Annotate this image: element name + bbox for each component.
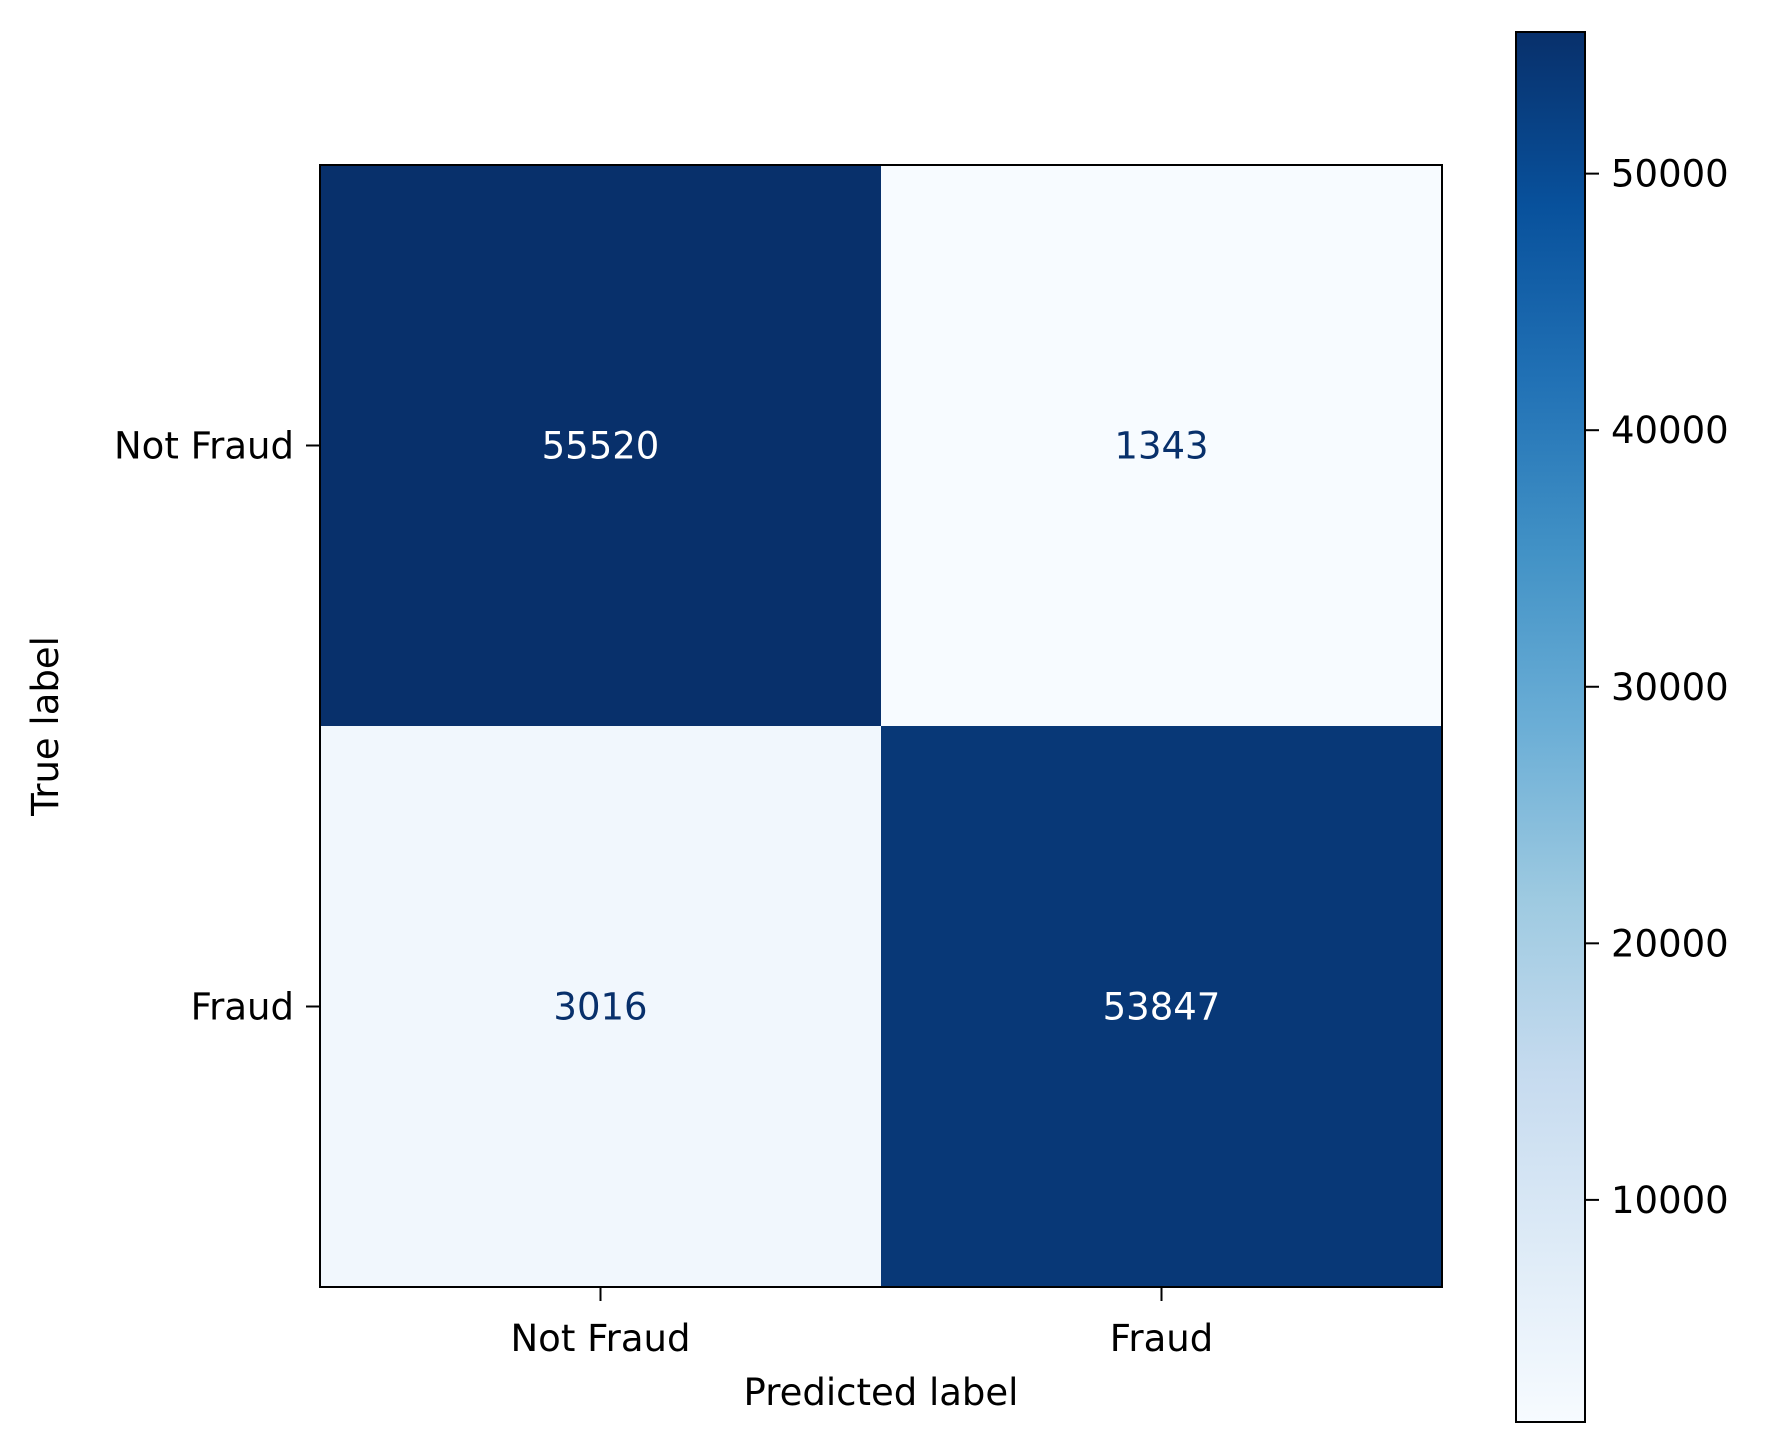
- cell-value-labels: 55520 1343 3016 53847: [542, 425, 1221, 1029]
- cell-value-label: 53847: [1103, 986, 1221, 1029]
- y-tick-label: Fraud: [191, 986, 294, 1029]
- colorbar-tick-label: 40000: [1611, 409, 1729, 452]
- y-tick-label: Not Fraud: [114, 425, 294, 468]
- colorbar-tick-label: 20000: [1611, 922, 1729, 965]
- matrix-cell: [320, 165, 881, 726]
- colorbar-tick-label: 10000: [1611, 1179, 1729, 1222]
- colorbar-ticks: 10000 20000 30000 40000 50000: [1585, 153, 1729, 1222]
- matrix-cell: [881, 165, 1442, 726]
- axes: Not Fraud Fraud Not Fraud Fraud: [114, 425, 1213, 1361]
- x-tick-label: Not Fraud: [511, 1317, 691, 1360]
- colorbar-tick-label: 30000: [1611, 666, 1729, 709]
- colorbar-tick-label: 50000: [1611, 153, 1729, 196]
- matrix-cell: [881, 726, 1442, 1287]
- cell-value-label: 3016: [553, 986, 647, 1029]
- cell-value-label: 1343: [1114, 425, 1208, 468]
- cell-value-label: 55520: [542, 425, 660, 468]
- x-axis-title: Predicted label: [744, 1371, 1019, 1414]
- colorbar: [1516, 32, 1585, 1422]
- matrix-cell: [320, 726, 881, 1287]
- colorbar-frame: [1515, 31, 1586, 1423]
- x-tick-label: Fraud: [1110, 1317, 1213, 1360]
- plot-frame: [319, 164, 1443, 1288]
- matrix-cells: [320, 165, 1442, 1287]
- y-axis-title: True label: [24, 636, 67, 817]
